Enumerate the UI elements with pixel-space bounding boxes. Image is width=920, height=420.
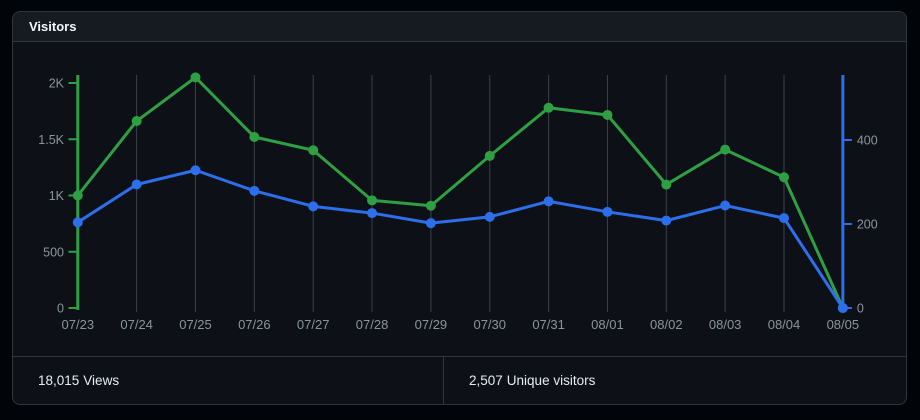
data-point-unique-visitors[interactable] — [720, 200, 731, 211]
visitors-chart[interactable]: 0 500 1K 1.5K 2K 0 200 400 07/23 07/24 07/25 07/26 0… — [13, 42, 906, 356]
visitors-card: Visitors 0 500 1K 1.5K 2K 0 200 400 07/23 07/24 07… — [12, 11, 907, 405]
data-point-views[interactable] — [720, 144, 731, 155]
left-axis-tick-label: 0 — [57, 302, 64, 316]
left-axis-tick-label: 500 — [43, 245, 64, 259]
x-axis-date-label: 07/23 — [62, 317, 95, 332]
data-point-unique-visitors[interactable] — [661, 215, 672, 226]
card-title: Visitors — [29, 19, 77, 34]
card-header: Visitors — [13, 12, 906, 42]
chart-area: 0 500 1K 1.5K 2K 0 200 400 07/23 07/24 07/25 07/26 0… — [13, 42, 906, 356]
x-axis-date-label: 07/30 — [473, 317, 506, 332]
series-line-views — [76, 75, 845, 310]
views-total-label: Views — [83, 373, 120, 388]
unique-total-value: 2,507 — [469, 373, 503, 388]
right-axis-tick-label: 400 — [857, 134, 878, 148]
data-point-views[interactable] — [249, 132, 260, 142]
x-axis-date-label: 08/03 — [709, 317, 742, 332]
right-axis-tick-label: 200 — [857, 218, 878, 232]
x-axis-date-label: 07/26 — [238, 317, 271, 332]
data-point-unique-visitors[interactable] — [779, 213, 789, 224]
views-total: 18,015 Views — [13, 357, 443, 404]
x-axis-date-label: 07/27 — [297, 317, 330, 332]
data-point-views[interactable] — [190, 72, 201, 83]
left-axis-tick-label: 1.5K — [38, 133, 64, 147]
data-point-unique-visitors[interactable] — [249, 185, 260, 196]
data-point-views[interactable] — [661, 179, 672, 190]
data-point-views[interactable] — [543, 102, 554, 113]
data-point-views[interactable] — [308, 145, 319, 156]
x-axis-date-label: 07/31 — [532, 317, 565, 332]
data-point-unique-visitors[interactable] — [543, 196, 554, 207]
data-point-unique-visitors[interactable] — [72, 217, 83, 228]
data-point-unique-visitors[interactable] — [367, 208, 378, 219]
data-point-unique-visitors[interactable] — [837, 303, 848, 313]
data-point-unique-visitors[interactable] — [190, 165, 201, 176]
views-total-value: 18,015 — [38, 373, 80, 388]
x-axis-date-label: 07/29 — [415, 317, 448, 332]
card-footer: 18,015 Views 2,507 Unique visitors — [13, 356, 906, 404]
right-axis-tick-label: 0 — [857, 302, 864, 316]
x-axis-date-label: 08/02 — [650, 317, 683, 332]
x-axis-date-label: 07/24 — [120, 317, 153, 332]
data-point-views[interactable] — [367, 195, 378, 206]
data-point-unique-visitors[interactable] — [308, 201, 319, 212]
x-axis-date-label: 08/01 — [591, 317, 624, 332]
x-axis-date-label: 08/05 — [827, 317, 860, 332]
data-point-unique-visitors[interactable] — [425, 218, 436, 229]
unique-total-label: Unique visitors — [506, 373, 596, 388]
data-point-views[interactable] — [425, 200, 436, 211]
left-axis-tick-label: 2K — [49, 77, 65, 91]
data-point-views[interactable] — [131, 116, 142, 127]
data-point-unique-visitors[interactable] — [484, 211, 495, 222]
x-axis-date-label: 07/25 — [179, 317, 212, 332]
x-axis-date-label: 07/28 — [356, 317, 389, 332]
data-point-unique-visitors[interactable] — [131, 179, 142, 190]
unique-visitors-total: 2,507 Unique visitors — [443, 357, 906, 404]
left-axis-tick-label: 1K — [49, 189, 65, 203]
data-point-views[interactable] — [484, 150, 495, 161]
x-axis-date-label: 08/04 — [768, 317, 801, 332]
series-line-unique-visitors — [76, 168, 845, 310]
data-point-views[interactable] — [602, 109, 613, 120]
data-point-unique-visitors[interactable] — [602, 206, 613, 217]
data-point-views[interactable] — [72, 190, 83, 201]
data-point-views[interactable] — [779, 172, 789, 183]
